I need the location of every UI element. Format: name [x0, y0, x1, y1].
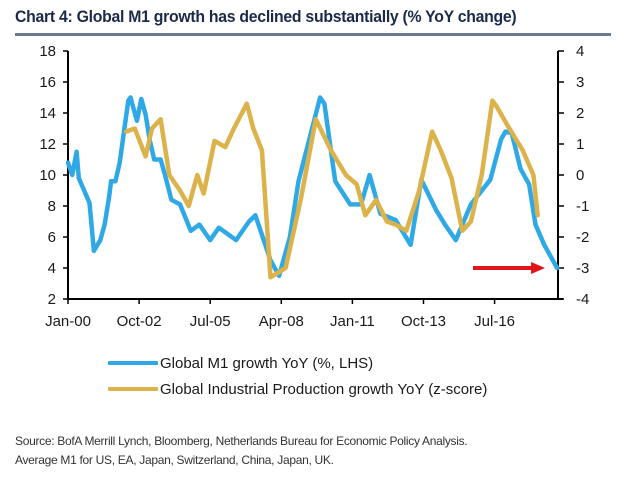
y-right-tick-label: 0 — [576, 167, 584, 184]
legend-item-ip: Global Industrial Production growth YoY … — [108, 376, 487, 402]
annotation-group — [473, 262, 546, 274]
x-tick-label: Jan-00 — [45, 313, 91, 330]
series-group — [65, 95, 560, 280]
y-right-tick-label: -2 — [576, 229, 589, 246]
legend: Global M1 growth YoY (%, LHS) Global Ind… — [108, 350, 487, 402]
series-line-m1 — [65, 95, 560, 279]
legend-label-m1: Global M1 growth YoY (%, LHS) — [160, 354, 374, 372]
y-left-tick-label: 10 — [39, 167, 56, 184]
x-tick-label: Jan-11 — [330, 313, 375, 330]
y-left-tick-label: 12 — [39, 136, 56, 153]
y-right-tick-label: -1 — [576, 198, 589, 215]
y-right-tick-label: 1 — [576, 136, 584, 153]
x-tick-label: Oct-02 — [117, 313, 162, 330]
y-right-tick-label: 4 — [576, 43, 584, 60]
source-note: Source: BofA Merrill Lynch, Bloomberg, N… — [15, 432, 468, 470]
chart-title: Chart 4: Global M1 growth has declined s… — [15, 7, 517, 26]
legend-item-m1: Global M1 growth YoY (%, LHS) — [108, 350, 487, 376]
x-tick-label: Oct-13 — [401, 313, 446, 330]
y-right-tick-label: 2 — [576, 105, 584, 122]
source-line-1: Source: BofA Merrill Lynch, Bloomberg, N… — [15, 434, 468, 448]
x-tick-label: Jul-05 — [190, 313, 231, 330]
y-left-tick-label: 8 — [48, 198, 56, 215]
y-left-tick-label: 6 — [48, 229, 56, 246]
y-left-tick-label: 18 — [39, 43, 56, 60]
y-left-tick-label: 2 — [48, 291, 56, 308]
x-tick-label: Apr-08 — [259, 313, 304, 330]
y-right-tick-label: 3 — [576, 74, 584, 91]
title-divider — [15, 33, 611, 36]
y-right-tick-label: -3 — [576, 260, 589, 277]
y-right-tick-label: -4 — [576, 291, 589, 308]
y-left-tick-label: 16 — [39, 74, 56, 91]
arrow-head — [531, 262, 546, 274]
y-left-tick-label: 4 — [48, 260, 56, 277]
legend-swatch-ip — [108, 387, 158, 391]
y-left-tick-label: 14 — [39, 105, 56, 122]
x-tick-label: Jul-16 — [474, 313, 515, 330]
source-line-2: Average M1 for US, EA, Japan, Switzerlan… — [15, 453, 334, 467]
series-line-ip — [123, 98, 540, 280]
legend-label-ip: Global Industrial Production growth YoY … — [160, 380, 488, 398]
legend-swatch-m1 — [108, 361, 158, 365]
